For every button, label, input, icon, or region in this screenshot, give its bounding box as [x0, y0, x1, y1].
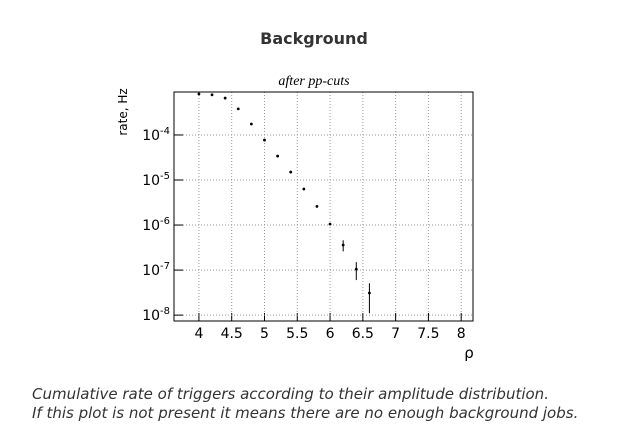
x-tick-label: 5 [260, 326, 269, 342]
chart: Background after pp-cuts rate, Hz ρ 4 4.5… [116, 29, 474, 362]
data-point [328, 222, 332, 226]
plot-title: after pp-cuts [278, 74, 350, 89]
x-tick-label: 6.5 [352, 326, 374, 342]
data-point [236, 107, 240, 111]
y-tick-base: 10 [142, 218, 160, 234]
y-tick-exponent: -8 [160, 306, 170, 317]
y-tick-exponent: -6 [160, 216, 170, 227]
x-tick-label: 7.5 [417, 326, 439, 342]
x-tick-label: 4.5 [221, 326, 243, 342]
x-tick-label: 6 [326, 326, 335, 342]
y-tick-base: 10 [142, 263, 160, 279]
y-tick-label: 10-5 [142, 171, 170, 189]
data-point [263, 138, 266, 142]
y-tick-label: 10-6 [142, 216, 170, 234]
y-tick-base: 10 [142, 308, 160, 324]
x-tick-label: 8 [457, 326, 466, 342]
y-tick-label: 10-4 [142, 126, 170, 144]
x-tick-label: 5.5 [286, 326, 308, 342]
plot-frame [173, 91, 474, 322]
x-axis-label: ρ [464, 344, 474, 362]
caption-line: If this plot is not present it means the… [32, 404, 579, 422]
data-point [289, 170, 293, 174]
data-point [341, 243, 345, 247]
data-point [302, 187, 306, 191]
y-tick-exponent: -5 [160, 171, 170, 182]
y-tick-base: 10 [142, 173, 160, 189]
x-tick-label: 7 [391, 326, 400, 342]
data-point [315, 204, 319, 208]
data-point [197, 92, 201, 96]
y-tick-exponent: -7 [160, 261, 170, 272]
data-point [276, 154, 280, 158]
y-axis-label: rate, Hz [116, 88, 130, 135]
data-point [367, 291, 371, 295]
x-tick-label: 4 [194, 326, 203, 342]
data-point [354, 267, 358, 271]
y-tick-label: 10-7 [142, 261, 170, 279]
y-tick-label: 10-8 [142, 306, 170, 324]
data-point [223, 96, 227, 100]
data-point [249, 122, 253, 126]
caption-line: Cumulative rate of triggers according to… [32, 385, 549, 403]
y-tick-exponent: -4 [160, 126, 170, 137]
y-tick-base: 10 [142, 128, 160, 144]
data-point [210, 93, 214, 97]
page-title: Background [260, 29, 368, 48]
